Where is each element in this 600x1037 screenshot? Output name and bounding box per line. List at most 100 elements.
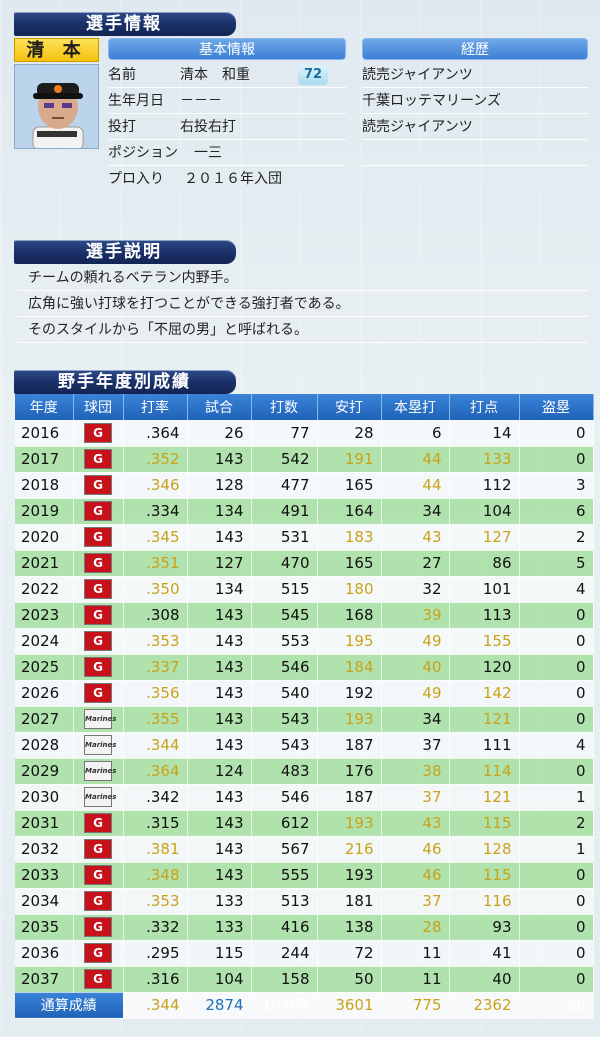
name-label: 名前	[108, 67, 136, 83]
bats-row: 投打 右投右打	[108, 115, 346, 139]
team-cell: G	[73, 446, 124, 473]
stat-cell-ab: 567	[251, 836, 318, 863]
year-cell: 2033	[15, 862, 74, 889]
stat-cell-sb: 0	[519, 602, 594, 629]
yearly-stats-header: 野手年度別成績	[14, 370, 236, 394]
column-header: 盗塁	[519, 394, 594, 420]
career-total-label: 通算成績	[15, 992, 124, 1019]
team-cell: G	[73, 420, 124, 447]
debut-value: ２０１６年入団	[184, 171, 282, 187]
name-row: 名前 清本 和重	[108, 63, 346, 87]
stat-cell-g: 143	[187, 732, 252, 759]
stat-cell-h: 187	[317, 784, 382, 811]
divider	[108, 113, 346, 114]
stats-row: 2022 G .350 134 515 180 32 101 4	[15, 576, 594, 603]
stat-cell-h: 216	[317, 836, 382, 863]
stat-cell-ab: 546	[251, 784, 318, 811]
divider	[108, 87, 346, 88]
stat-cell-g: 134	[187, 576, 252, 603]
description-line: チームの頼れるベテラン内野手。	[28, 270, 238, 286]
divider	[362, 113, 588, 114]
stat-cell-avg: .353	[123, 628, 188, 655]
stat-cell-rbi: 114	[449, 758, 520, 785]
player-short-name: 清 本	[14, 38, 99, 62]
stat-cell-sb: 0	[519, 680, 594, 707]
stat-cell-g: 143	[187, 810, 252, 837]
column-header: 打点	[449, 394, 520, 420]
stats-row: 2036 G .295 115 244 72 11 41 0	[15, 940, 594, 967]
team-cell: G	[73, 524, 124, 551]
stat-cell-hr: 11	[381, 966, 450, 993]
column-header: 試合	[187, 394, 252, 420]
stat-cell-ab: 531	[251, 524, 318, 551]
stat-cell-avg: .355	[123, 706, 188, 733]
stat-cell-h: 180	[317, 576, 382, 603]
stat-cell-ab: 555	[251, 862, 318, 889]
stats-row: 2021 G .351 127 470 165 27 86 5	[15, 550, 594, 577]
year-cell: 2031	[15, 810, 74, 837]
stat-cell-hr: 39	[381, 602, 450, 629]
team-cell: Marines	[73, 758, 124, 785]
team-cell: Marines	[73, 784, 124, 811]
stat-cell-rbi: 112	[449, 472, 520, 499]
stat-cell-h: 165	[317, 472, 382, 499]
stat-cell-ab: 483	[251, 758, 318, 785]
stat-cell-hr: 11	[381, 940, 450, 967]
stat-cell-hr: 6	[381, 420, 450, 447]
description-line: そのスタイルから「不屈の男」と呼ばれる。	[28, 322, 308, 338]
divider	[18, 290, 588, 291]
stat-cell-hr: 38	[381, 758, 450, 785]
stat-cell-rbi: 104	[449, 498, 520, 525]
team-cell: G	[73, 914, 124, 941]
year-cell: 2020	[15, 524, 74, 551]
stat-cell-h: 193	[317, 706, 382, 733]
stats-body: 2016 G .364 26 77 28 6 14 0 2017 G .352 143 542 191 44 1…	[15, 420, 594, 1019]
stat-cell-rbi: 127	[449, 524, 520, 551]
stat-cell-hr: 27	[381, 550, 450, 577]
divider	[18, 316, 588, 317]
stat-cell-g: 104	[187, 966, 252, 993]
giants-logo-icon: G	[84, 891, 112, 911]
total-cell-ab: 10467	[251, 992, 318, 1019]
bats-label: 投打	[108, 119, 136, 135]
stat-cell-sb: 1	[519, 784, 594, 811]
description-header: 選手説明	[14, 240, 236, 264]
team-cell: Marines	[73, 706, 124, 733]
stats-row: 2031 G .315 143 612 193 43 115 2	[15, 810, 594, 837]
stat-cell-ab: 244	[251, 940, 318, 967]
stat-cell-sb: 0	[519, 654, 594, 681]
stat-cell-h: 50	[317, 966, 382, 993]
stat-cell-ab: 416	[251, 914, 318, 941]
divider	[108, 139, 346, 140]
stat-cell-hr: 46	[381, 862, 450, 889]
stat-cell-g: 143	[187, 784, 252, 811]
column-header: 安打	[317, 394, 382, 420]
stat-cell-ab: 612	[251, 810, 318, 837]
stat-cell-ab: 491	[251, 498, 318, 525]
team-cell: G	[73, 576, 124, 603]
stat-cell-hr: 34	[381, 498, 450, 525]
career-total-row: 通算成績 .344 2874 10467 3601 775 2362 28	[15, 992, 594, 1019]
stat-cell-avg: .308	[123, 602, 188, 629]
giants-logo-icon: G	[84, 969, 112, 989]
stat-cell-h: 187	[317, 732, 382, 759]
giants-logo-icon: G	[84, 917, 112, 937]
stat-cell-avg: .334	[123, 498, 188, 525]
stat-cell-h: 176	[317, 758, 382, 785]
total-cell-sb: 28	[519, 992, 594, 1019]
divider	[108, 165, 346, 166]
team-cell: G	[73, 888, 124, 915]
stat-cell-sb: 0	[519, 758, 594, 785]
stat-cell-hr: 44	[381, 446, 450, 473]
stat-cell-h: 192	[317, 680, 382, 707]
divider	[362, 139, 588, 140]
stats-row: 2034 G .353 133 513 181 37 116 0	[15, 888, 594, 915]
team-cell: G	[73, 810, 124, 837]
bats-value: 右投右打	[180, 119, 236, 135]
stat-cell-avg: .337	[123, 654, 188, 681]
stats-row: 2037 G .316 104 158 50 11 40 0	[15, 966, 594, 993]
year-cell: 2034	[15, 888, 74, 915]
stat-cell-h: 168	[317, 602, 382, 629]
position-value: 一三	[194, 145, 222, 161]
stat-cell-hr: 49	[381, 680, 450, 707]
